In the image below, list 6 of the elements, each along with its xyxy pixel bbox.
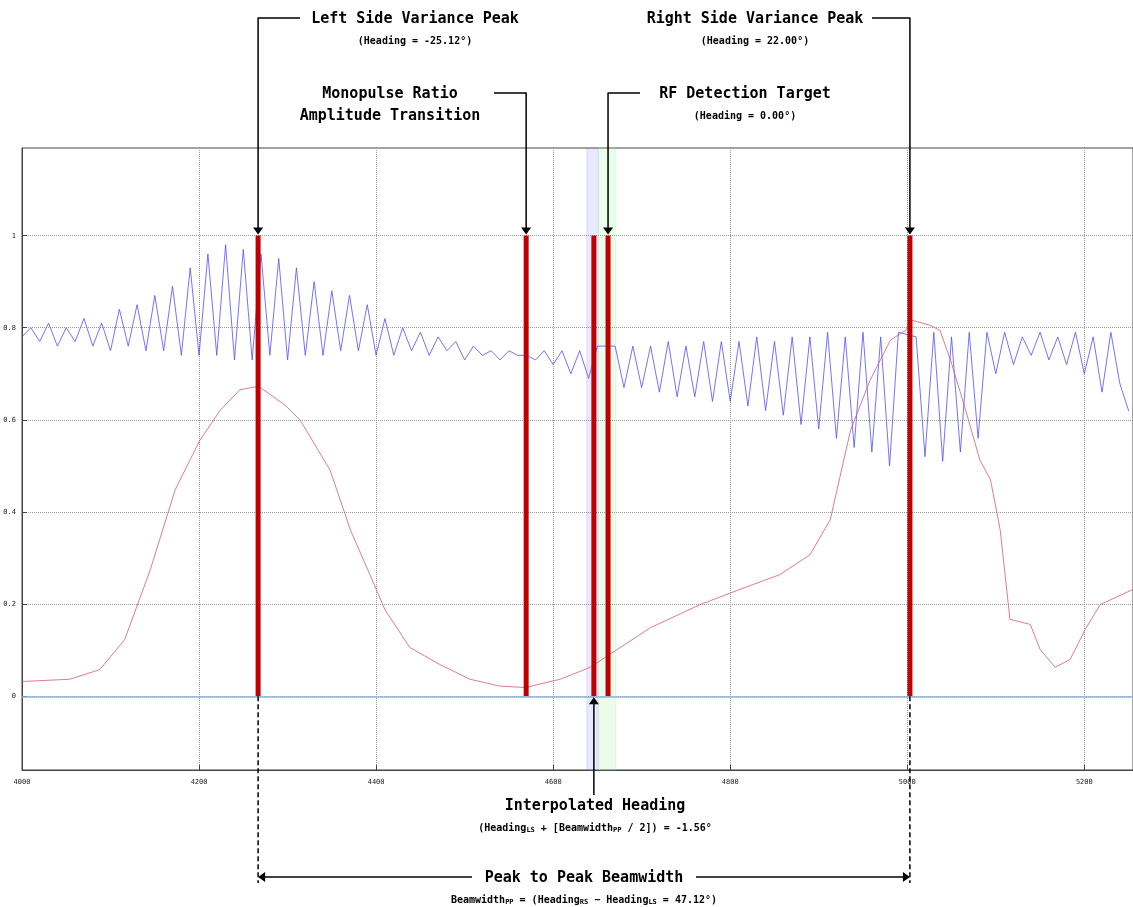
annotation: RF Detection Target (Heading = 0.00°) bbox=[659, 84, 831, 121]
annotation: Monopulse Ratio Amplitude Transition bbox=[299, 84, 481, 124]
line-series bbox=[21, 244, 1129, 467]
annotation: Left Side Variance Peak (Heading = -25.12°) bbox=[311, 9, 519, 46]
annotation: Right Side Variance Peak (Heading = 22.00°) bbox=[646, 9, 864, 46]
line-series bbox=[21, 319, 1133, 688]
